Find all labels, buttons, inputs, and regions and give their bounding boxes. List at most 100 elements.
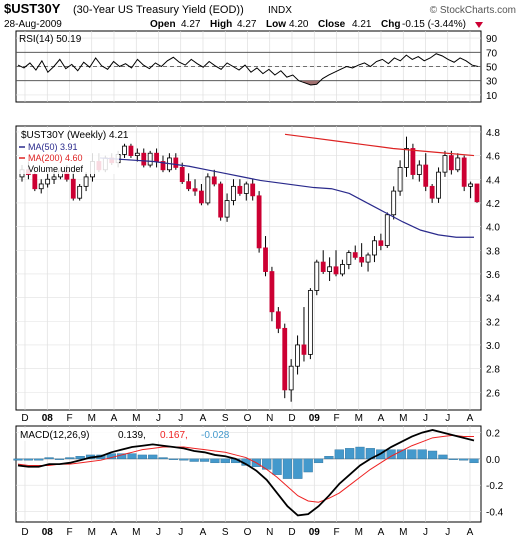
macd-histogram-bar [137,454,147,460]
x-tick-label: N [266,527,273,538]
open-value: 4.27 [181,19,201,30]
candle-body [192,188,198,192]
macd-signal-line [17,434,474,503]
x-tick-label: A [200,527,207,538]
candle-body [128,145,134,156]
candle-body [474,183,480,203]
candle-body [429,185,435,199]
macd-histogram-bar [469,458,479,464]
candle-body [391,190,397,216]
ma50-line [99,157,474,238]
candle-body [416,164,422,175]
candle-body [378,240,384,246]
candle-body [231,185,236,201]
chg-label: Chg [381,19,400,30]
down-arrow-icon [475,22,483,28]
high-label: High [210,19,232,30]
price-y-tick-label: 2.8 [486,365,500,376]
macd-title: MACD(12,26,9) [20,430,89,441]
macd-plot [13,429,481,517]
x-tick-label: A [467,527,474,538]
candle-body [448,155,454,171]
candle-body [256,195,262,249]
macd-histogram-bar [54,458,65,460]
candle-body [397,167,403,192]
ma200-line [284,133,475,157]
rsi-y-tick-label: 30 [486,77,498,88]
hist-value-legend: -0.028 [201,430,230,441]
candle-body [83,176,89,187]
x-tick-label: 09 [309,527,321,538]
candle-body [282,327,288,391]
candle-body [134,152,140,156]
x-tick-label: J [423,413,428,424]
candle-body [147,152,153,166]
x-tick-label: A [378,413,385,424]
macd-histogram-bar [355,446,365,460]
macd-histogram-bar [272,458,282,475]
macd-histogram-bar [158,457,168,460]
candle-body [122,145,127,155]
x-tick-label: F [66,413,72,424]
candle-body [455,157,461,171]
price-y-tick-label: 3.4 [486,294,500,305]
macd-histogram-bar [427,450,438,460]
macd-y-tick-label: -0.2 [486,481,504,492]
price-y-tick-label: 4.4 [486,175,500,186]
ma200-legend: MA(200) 4.60 [28,153,83,163]
price-y-tick-label: 4.6 [486,152,500,163]
macd-histogram-bar [179,458,189,461]
candle-body [410,148,416,175]
x-tick-label: M [399,413,407,424]
x-tick-label: F [66,527,72,538]
candle-body [263,247,268,272]
macd-histogram-bar [417,449,427,460]
candle-body [160,161,166,171]
price-y-tick-label: 3.2 [486,317,500,328]
candle-body [333,266,339,275]
macd-histogram-bar [293,458,303,479]
candle-body [224,200,230,218]
x-tick-label: S [222,527,229,538]
candle-body [250,183,256,197]
x-tick-label: A [200,413,207,424]
candle-body [461,157,467,187]
x-tick-label: S [222,413,229,424]
candle-body [314,261,320,291]
exchange-label: INDX [268,5,292,16]
macd-histogram-bar [23,458,33,461]
macd-histogram-bar [448,458,458,460]
low-value: 4.20 [289,19,309,30]
macd-histogram-bar [313,458,324,464]
x-tick-label: N [266,413,273,424]
macd-histogram-bar [303,458,313,473]
macd-histogram-bar [396,449,407,460]
candle-body [211,176,217,185]
rsi-y-tick-label: 10 [486,91,498,102]
macd-y-tick-label: 0.0 [486,455,500,466]
candle-body [442,155,448,173]
candle-body [77,185,83,199]
price-title: $UST30Y (Weekly) 4.21 [21,130,129,141]
macd-histogram-bar [75,456,85,460]
x-tick-label: D [288,413,295,424]
candle-body [45,178,51,185]
signal-value-legend: 0.167, [160,430,188,441]
macd-histogram-bar [345,448,355,460]
macd-histogram-bar [44,457,54,460]
macd-histogram-bar [334,449,344,460]
candle-body [320,261,326,272]
close-value: 4.21 [352,19,372,30]
candle-body [372,240,377,256]
candle-body [365,254,371,263]
candle-body [237,185,243,194]
x-tick-label: A [378,527,385,538]
candle-body [173,157,179,168]
x-tick-label: M [355,527,363,538]
candle-body [269,271,275,313]
macd-histogram-bar [220,458,230,464]
rsi-y-tick-label: 50 [486,63,498,74]
candle-body [38,183,44,190]
macd-y-tick-label: -0.4 [486,507,504,518]
